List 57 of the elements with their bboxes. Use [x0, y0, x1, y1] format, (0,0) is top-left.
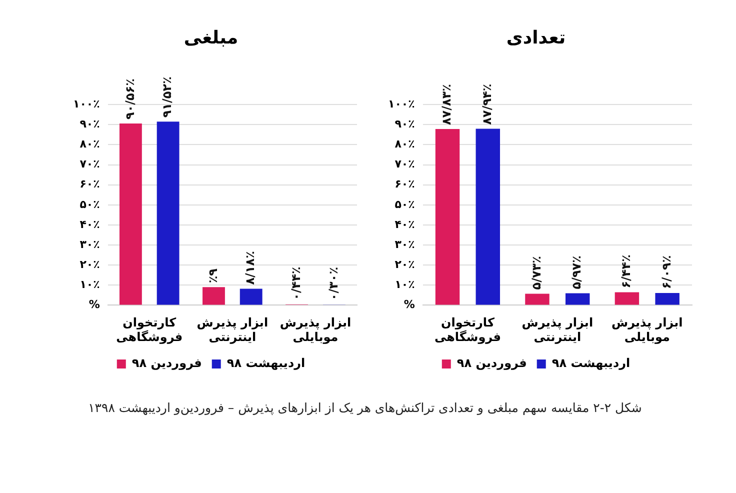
data-label: ۰/۴۴٪: [288, 266, 303, 300]
y-tick-label: ۳۰٪: [80, 238, 100, 251]
data-label: ۵/۹۷٪: [570, 256, 584, 290]
y-tick-label: ۸۰٪: [80, 138, 100, 151]
chart-title: تعدادی: [506, 27, 566, 48]
y-tick-label: ۸۰٪: [394, 138, 415, 151]
data-label: ۸/۱۸٪: [243, 251, 258, 285]
bar: [655, 292, 680, 305]
data-label: ۶/۴۴٪: [619, 254, 634, 288]
data-label: ۸۷/۹۴٪: [480, 84, 494, 125]
bar: [435, 129, 460, 305]
y-tick-label: %: [88, 298, 100, 312]
chart-title: مبلغی: [184, 27, 238, 48]
legend-label: اردیبهشت ۹۸: [226, 356, 306, 370]
y-tick-label: ۴۰٪: [394, 218, 415, 231]
y-tick-label: ۶۰٪: [394, 178, 415, 191]
data-label: ٪۹: [206, 268, 220, 284]
y-tick-label: ۶۰٪: [80, 178, 100, 191]
x-tick-label: ابزار پذیرش موبایلی: [612, 316, 683, 344]
y-tick-label: ۷۰٪: [80, 158, 100, 171]
bar: [240, 288, 262, 305]
y-tick-label: %: [404, 298, 415, 312]
legend-label: اردیبهشت ۹۸: [552, 356, 630, 370]
y-tick-label: ۹۰٪: [80, 118, 100, 131]
y-tick-label: ۲۰٪: [80, 258, 100, 271]
y-tick-label: ۱۰۰٪: [388, 97, 415, 110]
bar: [202, 287, 225, 305]
data-label: ۹۱/۵۲٪: [160, 76, 174, 118]
x-tick-label: ابزار پذیرش اینترنتی: [196, 316, 268, 344]
x-tick-label: ابزار پذیرش اینترنتی: [522, 316, 594, 344]
bar: [119, 124, 142, 305]
bar: [476, 128, 500, 305]
y-tick-label: ۲۰٪: [394, 258, 415, 271]
y-tick-label: ۱۰۰٪: [72, 97, 100, 110]
legend-label: فروردین ۹۸: [132, 356, 202, 370]
data-label: ۸۷/۸۳٪: [440, 84, 454, 126]
x-tick-label: کارتخوان فروشگاهی: [116, 316, 183, 344]
text: شکل ۲-۲ مقایسه سهم مبلغی و تعدادی تراکنش‌های هر یک از ابزارهای پذیرش – فروردین‌و اردیبهشت ۱۳۹۸: [87, 400, 643, 415]
legend-label: فروردین ۹۸: [456, 356, 527, 370]
y-tick-label: ۳۰٪: [394, 238, 415, 251]
x-tick-label: ابزار پذیرش موبایلی: [280, 316, 352, 344]
bar: [156, 122, 180, 305]
y-tick-label: ۴۰٪: [80, 218, 100, 231]
bar: [566, 293, 590, 305]
y-tick-label: ۵۰٪: [80, 198, 100, 211]
y-tick-label: ۱۰٪: [394, 278, 415, 291]
data-label: ۶/۰۹٪: [659, 255, 674, 289]
y-tick-label: ۷۰٪: [394, 158, 415, 171]
x-tick-label: کارتخوان فروشگاهی: [434, 316, 501, 344]
y-tick-label: ۱۰٪: [80, 278, 100, 291]
y-tick-label: ۵۰٪: [394, 198, 415, 211]
data-label: ۵/۷۳٪: [529, 256, 544, 290]
data-label: ۰/۳۰٪: [326, 266, 340, 301]
y-tick-label: ۹۰٪: [394, 118, 415, 131]
data-label: ۹۰/۵۶٪: [122, 78, 137, 120]
bar: [525, 294, 550, 305]
bar: [614, 292, 640, 305]
